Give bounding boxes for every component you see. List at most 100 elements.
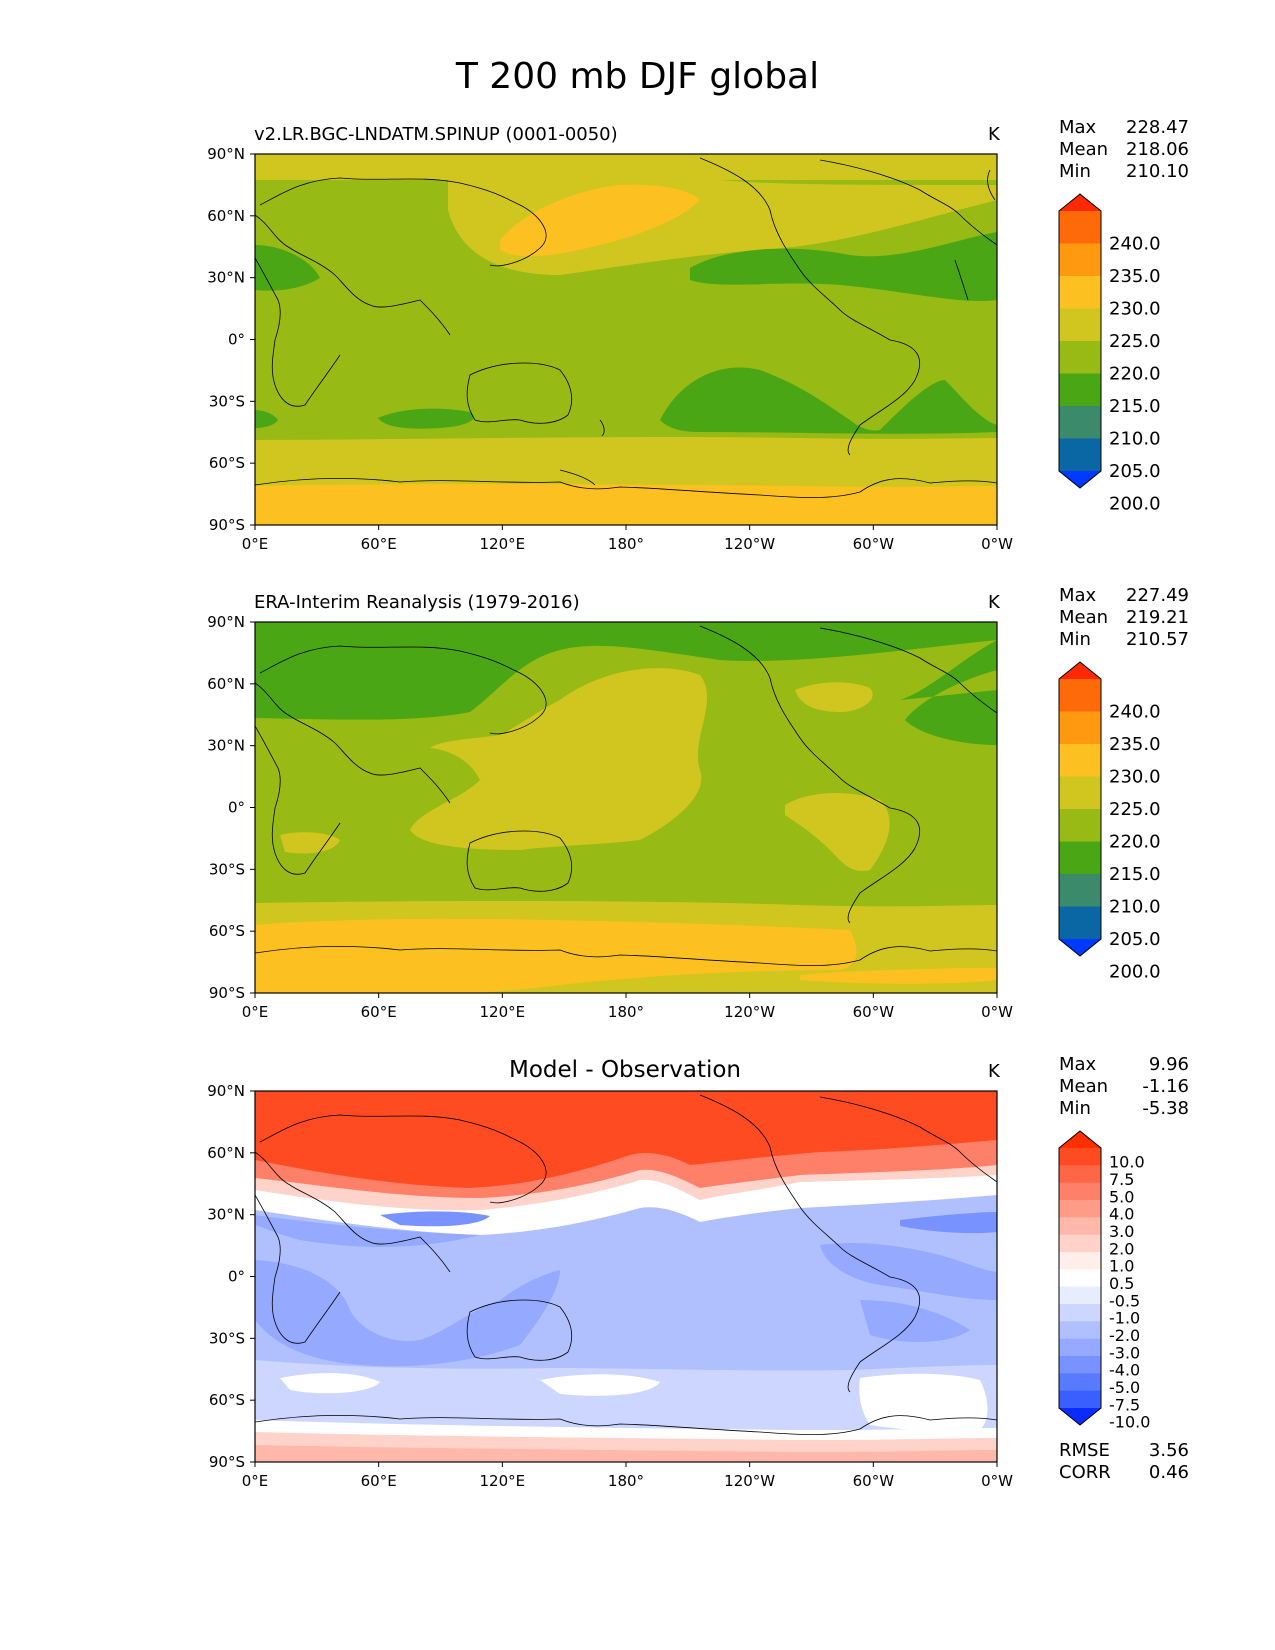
y-tick-label: 90°N [207,613,245,631]
x-tick-label: 60°E [361,1472,397,1490]
colorbar-extend-min [1059,471,1101,488]
colorbar-tick-label: 3.0 [1109,1222,1134,1241]
colorbar-tick-label: 240.0 [1109,702,1161,723]
coastlines [255,157,997,499]
y-tick-label: 60°N [207,1144,245,1162]
colorbar-tick-label: 210.0 [1109,897,1161,918]
stat-label: RMSE [1059,1440,1110,1461]
colorbar-segment [1059,373,1101,407]
colorbar-extend-max [1059,662,1101,679]
stat-label: Mean [1059,607,1109,628]
y-tick-label: 0° [228,799,245,817]
colorbar-tick-label: 7.5 [1109,1170,1134,1189]
x-tick-label: 60°W [853,1003,895,1021]
stat-max-value: 9.96 [1148,1054,1189,1075]
stat-label: Min [1059,161,1091,182]
x-tick-label: 0°E [242,1472,269,1490]
y-tick-label: 30°N [207,269,245,287]
x-tick-label: 180° [608,1003,644,1021]
y-tick-label: 90°S [209,1453,245,1471]
panel-1-map [255,154,997,525]
x-tick-label: 120°W [724,1003,775,1021]
panel-2-map [255,622,997,993]
x-tick-label: 120°E [480,1472,526,1490]
colorbar-tick-label: 1.0 [1109,1257,1134,1276]
y-tick-label: 60°N [207,207,245,225]
colorbar-tick-label: 240.0 [1109,234,1161,255]
x-tick-label: 120°E [480,1003,526,1021]
x-tick-label: 0°E [242,535,269,553]
colorbar-tick-label: 0.5 [1109,1274,1134,1293]
colorbar-tick-label: -3.0 [1109,1343,1140,1362]
colorbar-segment [1059,1148,1101,1166]
y-tick-label: 90°N [207,145,245,163]
y-tick-label: 30°S [209,860,245,878]
colorbar-segment [1059,874,1101,908]
panel-2-stats: Max 227.49 Mean 219.21 Min 210.57 [1059,585,1189,651]
colorbar-tick-label: 200.0 [1109,962,1161,983]
panel-3-title: Model - Observation [508,1057,742,1083]
colorbar-segment [1059,1182,1101,1201]
colorbar-segment [1059,1390,1101,1409]
colorbar-tick-label: 235.0 [1109,734,1161,755]
x-tick-label: 60°E [361,535,397,553]
x-tick-label: 180° [608,535,644,553]
colorbar-segment [1059,679,1101,713]
colorbar-segment [1059,276,1101,310]
y-tick-label: 30°S [209,1329,245,1347]
colorbar-tick-label: 4.0 [1109,1205,1134,1224]
colorbar-segment [1059,841,1101,875]
colorbar-segment [1059,438,1101,472]
colorbar-tick-label: -2.0 [1109,1326,1140,1345]
y-tick-label: 30°N [207,737,245,755]
colorbar-tick-label: 2.0 [1109,1239,1134,1258]
colorbar-segment [1059,341,1101,375]
stat-label: CORR [1059,1462,1111,1483]
colorbar-tick-label: -1.0 [1109,1309,1140,1328]
colorbar-segment [1059,1304,1101,1322]
x-tick-label: 60°E [361,1003,397,1021]
stat-label: Max [1059,1054,1097,1075]
y-tick-label: 60°S [209,454,245,472]
colorbar-tick-label: -7.5 [1109,1395,1140,1414]
colorbar-tick-label: 220.0 [1109,364,1161,385]
panel-2-subtitle: ERA-Interim Reanalysis (1979-2016) [254,592,580,613]
stat-label: Min [1059,629,1091,650]
panel-2-units: K [988,592,1000,613]
y-tick-label: 90°S [209,984,245,1002]
panel-3-map [255,1091,997,1462]
colorbar-extend-min [1059,1408,1101,1425]
colorbar-tick-label: 205.0 [1109,461,1161,482]
x-tick-label: 60°W [853,535,895,553]
colorbar-tick-label: 230.0 [1109,767,1161,788]
colorbar-extend-max [1059,1131,1101,1148]
stat-mean-value: 219.21 [1126,607,1189,628]
colorbar-tick-label: 200.0 [1109,494,1161,515]
colorbar-segment [1059,1321,1101,1340]
colorbar-tick-label: 225.0 [1109,331,1161,352]
colorbar-segment [1059,1269,1101,1288]
y-tick-label: 60°S [209,922,245,940]
colorbar-tick-label: -5.0 [1109,1378,1140,1397]
colorbar-segment [1059,1234,1101,1253]
colorbar-segment [1059,1200,1101,1218]
stat-label: Max [1059,117,1097,138]
colorbar-segment [1059,1356,1101,1374]
stat-label: Max [1059,585,1097,606]
panel-1-units: K [988,124,1000,145]
x-tick-label: 0°E [242,1003,269,1021]
panel-3-units: K [988,1061,1000,1082]
colorbar-segment [1059,211,1101,245]
colorbar-extend-min [1059,939,1101,956]
colorbar-segment [1059,243,1101,277]
colorbar-tick-label: 210.0 [1109,429,1161,450]
stat-min-value: 210.10 [1126,161,1189,182]
colorbar-tick-label: 220.0 [1109,832,1161,853]
stat-min-value: 210.57 [1126,629,1189,650]
coastlines [255,1094,997,1436]
panel-1-subtitle: v2.LR.BGC-LNDATM.SPINUP (0001-0050) [254,124,618,145]
colorbar-tick-label: 215.0 [1109,864,1161,885]
x-tick-label: 120°W [724,535,775,553]
